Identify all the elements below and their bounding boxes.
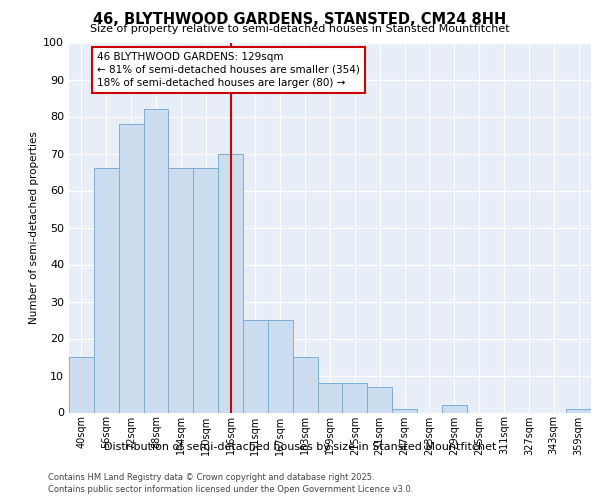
Bar (243, 320, 268, 412)
Bar (94, 168, 119, 412)
Text: Distribution of semi-detached houses by size in Stansted Mountfitchet: Distribution of semi-detached houses by … (104, 442, 496, 452)
Text: Contains public sector information licensed under the Open Government Licence v3: Contains public sector information licen… (48, 485, 413, 494)
Bar (367, 386, 392, 412)
Text: 46, BLYTHWOOD GARDENS, STANSTED, CM24 8HH: 46, BLYTHWOOD GARDENS, STANSTED, CM24 8H… (94, 12, 506, 26)
Y-axis label: Number of semi-detached properties: Number of semi-detached properties (29, 131, 39, 324)
Bar (566, 409, 591, 412)
Text: 46 BLYTHWOOD GARDENS: 129sqm
← 81% of semi-detached houses are smaller (354)
18%: 46 BLYTHWOOD GARDENS: 129sqm ← 81% of se… (97, 52, 360, 88)
Bar (317, 383, 343, 412)
Bar (293, 357, 317, 412)
Text: Size of property relative to semi-detached houses in Stansted Mountfitchet: Size of property relative to semi-detach… (90, 24, 510, 34)
Bar (343, 383, 367, 412)
Bar (442, 405, 467, 412)
Bar (143, 109, 169, 412)
Bar (218, 154, 243, 412)
Bar (392, 409, 417, 412)
Bar (169, 168, 193, 412)
Text: Contains HM Land Registry data © Crown copyright and database right 2025.: Contains HM Land Registry data © Crown c… (48, 474, 374, 482)
Bar (119, 124, 143, 412)
Bar (268, 320, 293, 412)
Bar (69, 357, 94, 412)
Bar (193, 168, 218, 412)
